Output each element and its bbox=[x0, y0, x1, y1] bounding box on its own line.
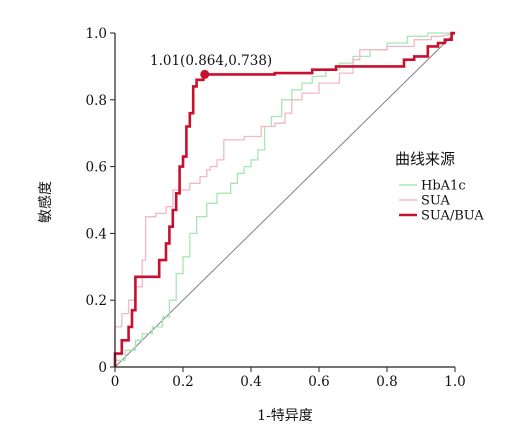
x-tick-label: 0.8 bbox=[376, 374, 397, 390]
series-line-sua bbox=[114, 32, 456, 367]
y-tick-label: 0.6 bbox=[86, 160, 107, 176]
series-line-sua-bua bbox=[113, 31, 455, 367]
optimal-point-label: 1.01(0.864,0.738) bbox=[150, 53, 272, 69]
x-tick-label: 0.4 bbox=[240, 374, 261, 390]
plot-area bbox=[113, 31, 456, 368]
y-tick-label: 0.8 bbox=[86, 93, 107, 109]
legend-label: HbA1c bbox=[421, 179, 466, 194]
y-tick-label: 0.2 bbox=[86, 293, 107, 309]
y-axis-title: 敏感度 bbox=[37, 181, 54, 223]
axes: 0 0.2 0.4 0.6 0.8 1.0 0 0.2 0.4 0.6 0.8 1.0 bbox=[86, 26, 466, 390]
x-tick-label: 0.2 bbox=[172, 374, 193, 390]
legend-label: SUA/BUA bbox=[421, 209, 484, 224]
legend-title: 曲线来源 bbox=[395, 150, 455, 168]
legend-label: SUA bbox=[421, 194, 450, 209]
y-tick-label: 1.0 bbox=[86, 26, 107, 42]
x-tick-label: 0 bbox=[111, 374, 120, 390]
reference-diagonal-line bbox=[114, 32, 456, 368]
y-tick-label: 0 bbox=[98, 360, 107, 376]
y-tick-label: 0.4 bbox=[86, 226, 107, 242]
series-line-hba1c bbox=[114, 32, 455, 367]
x-tick-label: 1.0 bbox=[444, 374, 465, 390]
optimal-point-marker bbox=[200, 69, 210, 79]
x-axis-title: 1-特异度 bbox=[257, 408, 313, 424]
x-tick-label: 0.6 bbox=[308, 374, 329, 390]
